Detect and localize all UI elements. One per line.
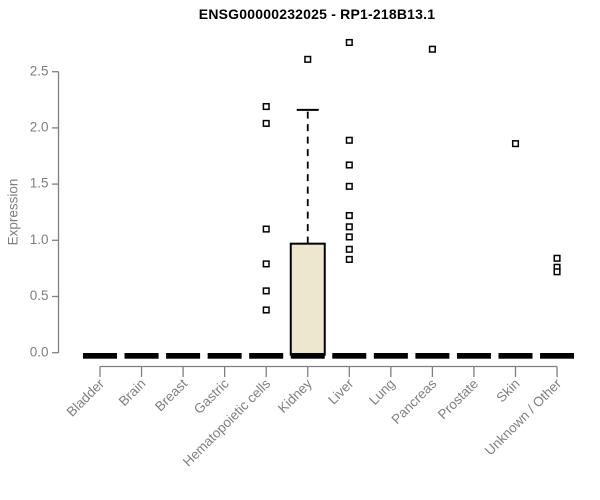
outlier-point-Hematopoietic cells bbox=[262, 306, 270, 314]
outlier-point-Liver bbox=[345, 255, 353, 263]
outlier-point-Kidney bbox=[304, 55, 312, 63]
outlier-point-Skin bbox=[511, 140, 520, 148]
x-tick-label: Kidney bbox=[275, 376, 315, 416]
median-bar-Lung bbox=[373, 353, 408, 359]
x-tick-label: Gastric bbox=[191, 376, 232, 417]
median-bar-Kidney bbox=[290, 353, 325, 359]
median-bar-Liver bbox=[332, 353, 367, 359]
outlier-point-Liver bbox=[345, 136, 353, 144]
outlier-point-Hematopoietic cells bbox=[262, 287, 270, 295]
x-tick-label: Prostate bbox=[435, 376, 481, 422]
outlier-point-Unknown / Other bbox=[553, 254, 561, 262]
median-bar-Pancreas bbox=[415, 353, 450, 359]
median-bar-Skin bbox=[498, 353, 533, 359]
median-bar-Breast bbox=[166, 353, 201, 359]
box-Kidney bbox=[289, 242, 326, 356]
y-tick-label: 0.0 bbox=[30, 344, 49, 359]
y-tick-label: 1.0 bbox=[30, 232, 49, 247]
outlier-point-Liver bbox=[345, 223, 353, 231]
x-tick-label: Breast bbox=[152, 376, 190, 414]
median-bar-Brain bbox=[124, 353, 159, 359]
outlier-point-Liver bbox=[345, 161, 353, 169]
x-tick-label: Lung bbox=[366, 376, 398, 408]
median-bar-Hematopoietic cells bbox=[249, 353, 284, 359]
outlier-point-Pancreas bbox=[428, 45, 436, 53]
y-tick-label: 2.0 bbox=[30, 119, 49, 134]
x-tick-label: Bladder bbox=[64, 376, 108, 420]
outlier-point-Hematopoietic cells bbox=[262, 225, 270, 233]
y-tick-label: 1.5 bbox=[30, 176, 49, 191]
chart-title: ENSG00000232025 - RP1-218B13.1 bbox=[198, 6, 436, 22]
x-tick-label: Unknown / Other bbox=[482, 376, 565, 459]
median-bar-Gastric bbox=[207, 353, 242, 359]
y-tick-label: 2.5 bbox=[30, 63, 49, 78]
x-tick-label: Liver bbox=[325, 376, 357, 408]
median-bar-Bladder bbox=[83, 353, 117, 359]
x-tick-label: Skin bbox=[493, 376, 522, 405]
outlier-point-Liver bbox=[345, 38, 353, 47]
outlier-point-Hematopoietic cells bbox=[262, 102, 270, 111]
outlier-point-Hematopoietic cells bbox=[262, 119, 270, 127]
y-tick-label: 0.5 bbox=[30, 288, 49, 303]
x-tick-label: Pancreas bbox=[389, 376, 440, 427]
median-bar-Prostate bbox=[456, 353, 491, 359]
x-tick-label: Brain bbox=[116, 376, 149, 409]
outlier-point-Hematopoietic cells bbox=[262, 260, 270, 268]
outlier-point-Liver bbox=[345, 233, 353, 241]
outlier-point-Liver bbox=[345, 245, 353, 253]
outlier-point-Liver bbox=[345, 212, 353, 220]
outlier-point-Liver bbox=[345, 182, 353, 190]
outlier-point-Unknown / Other bbox=[553, 268, 561, 276]
median-bar-Unknown / Other bbox=[540, 353, 575, 359]
